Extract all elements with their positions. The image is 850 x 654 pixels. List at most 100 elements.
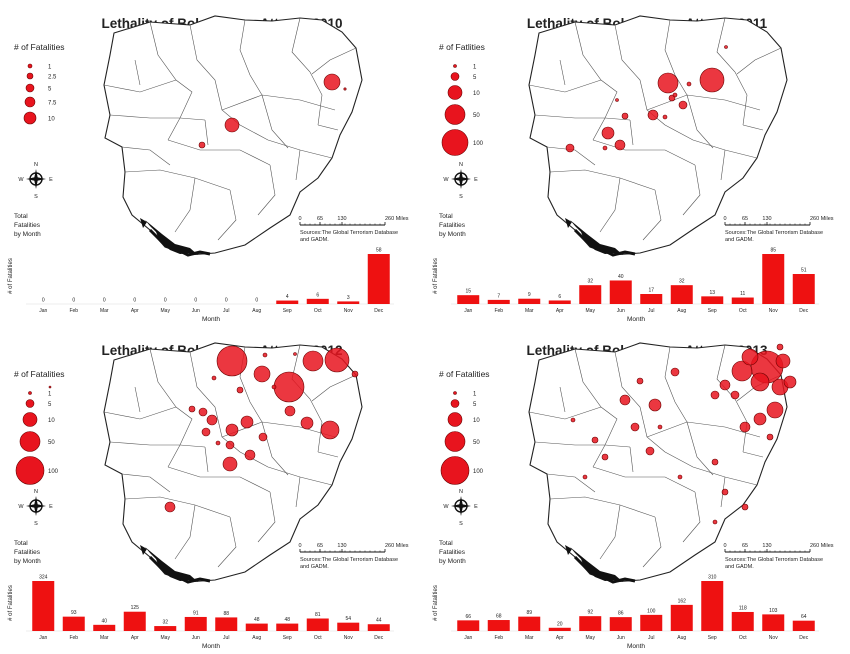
month-tick-label: Mar bbox=[525, 635, 534, 641]
legend-bubble bbox=[23, 111, 37, 125]
state-border bbox=[239, 19, 263, 96]
attack-bubble bbox=[730, 390, 740, 400]
state-border bbox=[559, 386, 566, 413]
month-tick-label: Oct bbox=[739, 635, 747, 641]
bar-oct bbox=[731, 297, 754, 304]
state-border bbox=[189, 24, 241, 126]
bar-value-label: 91 bbox=[193, 610, 199, 616]
bar-value-label: 0 bbox=[103, 298, 106, 304]
legend-label: 1 bbox=[48, 392, 52, 398]
monthly-fatalities-chart: # of Fatalities 15 Jan 7 Feb 9 Mar 6 Apr 32 May 40 J… bbox=[433, 248, 819, 323]
state-border bbox=[149, 21, 193, 141]
scale-bar: 0 65 130 260 Miles bbox=[298, 216, 409, 226]
legend-label: 7.5 bbox=[48, 101, 57, 107]
month-tick-label: Feb bbox=[494, 308, 503, 314]
legend-bubble bbox=[450, 72, 460, 81]
state-border bbox=[664, 124, 758, 159]
month-tick-label: Aug bbox=[677, 635, 686, 641]
source-note: Sources:The Global Terrorism Database bbox=[300, 557, 398, 563]
lagos-lagoon bbox=[565, 218, 572, 228]
bar-value-label: 125 bbox=[131, 605, 140, 611]
state-border bbox=[664, 346, 688, 423]
compass-w: W bbox=[18, 177, 24, 183]
bar-apr bbox=[123, 611, 146, 631]
state-border bbox=[167, 466, 271, 493]
state-border bbox=[295, 476, 301, 508]
bar-value-label: 40 bbox=[101, 618, 107, 624]
month-tick-label: Oct bbox=[314, 635, 322, 641]
compass-icon: N S E W bbox=[443, 162, 478, 200]
bar-value-label: 17 bbox=[648, 288, 654, 294]
attack-bubble bbox=[741, 503, 749, 511]
month-tick-label: Jan bbox=[39, 308, 47, 314]
legend-label: 1 bbox=[473, 392, 477, 398]
state-border bbox=[629, 119, 634, 146]
bar-jun bbox=[609, 280, 632, 304]
legend-label: 10 bbox=[48, 117, 55, 123]
attack-bubble bbox=[711, 458, 719, 466]
bar-value-label: 103 bbox=[769, 608, 778, 614]
attack-bubble bbox=[300, 416, 314, 430]
month-tick-label: Apr bbox=[556, 635, 564, 641]
lagos-lagoon bbox=[565, 545, 572, 555]
panel-2012: Lethality of Boko Haram Attacks 2012# of… bbox=[0, 327, 425, 654]
month-tick-label: Jun bbox=[192, 308, 200, 314]
bar-nov bbox=[337, 301, 360, 304]
bar-mar bbox=[518, 616, 541, 631]
state-border bbox=[239, 124, 333, 159]
attack-bubble bbox=[601, 453, 609, 461]
scale-tick: 65 bbox=[317, 543, 323, 549]
month-tick-label: Mar bbox=[525, 308, 534, 314]
bar-value-label: 9 bbox=[528, 292, 531, 298]
monthly-fatalities-chart: # of Fatalities 0 Jan 0 Feb 0 Mar 0 Apr 0 May 0 Jun 0… bbox=[8, 248, 394, 323]
legend-bubble bbox=[453, 64, 457, 68]
attack-bubble bbox=[284, 405, 296, 417]
bar-value-label: 7 bbox=[497, 293, 500, 299]
compass-e: E bbox=[474, 177, 478, 183]
state-border bbox=[546, 146, 596, 166]
attack-bubble bbox=[731, 360, 753, 382]
state-border bbox=[134, 386, 141, 413]
attack-bubble bbox=[741, 348, 759, 366]
bar-value-label: 40 bbox=[618, 274, 624, 280]
bar-dec bbox=[367, 624, 390, 631]
source-note: and GADM. bbox=[300, 564, 329, 570]
attack-bubble bbox=[712, 519, 718, 525]
bar-value-label: 48 bbox=[284, 617, 290, 623]
state-border bbox=[592, 466, 696, 493]
compass-n: N bbox=[459, 489, 463, 495]
bar-value-label: 32 bbox=[679, 279, 685, 285]
state-border bbox=[528, 406, 602, 420]
month-tick-label: May bbox=[586, 635, 596, 641]
bar-value-label: 92 bbox=[587, 610, 593, 616]
nigeria-map bbox=[528, 15, 788, 257]
bar-dec bbox=[792, 274, 815, 304]
attack-bubble bbox=[766, 401, 784, 419]
compass-s: S bbox=[459, 194, 463, 200]
legend-label: 100 bbox=[48, 469, 59, 475]
month-tick-label: Jun bbox=[617, 635, 625, 641]
legend-bubble bbox=[25, 83, 35, 93]
state-border bbox=[257, 164, 276, 216]
state-border bbox=[742, 451, 764, 458]
attack-bubble bbox=[351, 370, 359, 378]
state-border bbox=[204, 119, 209, 146]
bar-value-label: 11 bbox=[740, 291, 745, 297]
legend-bubble bbox=[25, 399, 35, 408]
month-tick-label: Sep bbox=[283, 635, 292, 641]
legend-bubble bbox=[19, 431, 41, 452]
total-fatalities-label: Fatalities bbox=[14, 549, 41, 556]
state-border bbox=[121, 146, 171, 166]
scale-tick: 260 Miles bbox=[385, 216, 409, 222]
bar-jun bbox=[184, 616, 207, 631]
bar-apr bbox=[548, 300, 571, 304]
scale-bar: 0 65 130 260 Miles bbox=[723, 216, 834, 226]
total-fatalities-label: Total bbox=[439, 213, 453, 220]
total-fatalities-label: Total bbox=[14, 213, 28, 220]
source-note: and GADM. bbox=[725, 564, 754, 570]
attack-bubble bbox=[591, 436, 599, 444]
scale-tick: 130 bbox=[762, 216, 771, 222]
state-border bbox=[614, 351, 666, 453]
bar-mar bbox=[93, 624, 116, 631]
legend-label: 1 bbox=[48, 65, 52, 71]
